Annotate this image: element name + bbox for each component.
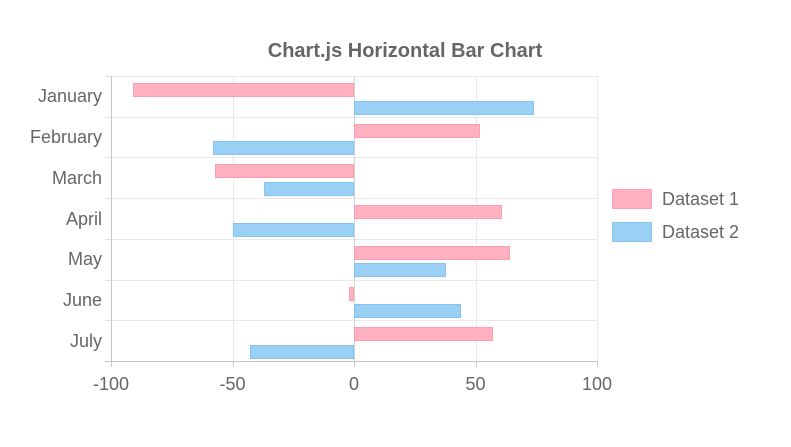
bar-dataset-1-february[interactable] [354, 123, 481, 138]
bar-dataset-2-january[interactable] [354, 100, 534, 115]
y-axis-tick [105, 279, 111, 281]
y-tick-label-january: January [37, 86, 102, 107]
legend-swatch-dataset-1 [612, 189, 652, 209]
bar-dataset-2-february[interactable] [213, 141, 354, 156]
y-axis-tick [105, 320, 111, 322]
bar-dataset-2-june[interactable] [354, 304, 461, 319]
gridline-vertical [597, 76, 598, 361]
x-axis-tick [232, 361, 234, 367]
y-tick-label-july: July [69, 330, 102, 351]
x-axis-tick [111, 361, 112, 367]
bar-dataset-1-july[interactable] [354, 327, 493, 342]
x-axis-line [105, 361, 597, 362]
y-axis-tick [105, 116, 111, 118]
x-axis-tick [475, 361, 477, 367]
legend-item-dataset-1[interactable]: Dataset 1 [612, 189, 739, 209]
bar-dataset-1-june[interactable] [349, 286, 354, 301]
y-axis-tick [105, 238, 111, 240]
legend-label-dataset-1: Dataset 1 [662, 189, 740, 209]
x-tick-label: -50 [219, 374, 246, 394]
y-axis-tick [105, 76, 111, 77]
x-axis-tick [354, 361, 355, 367]
legend-swatch-dataset-2 [612, 222, 652, 242]
legend-item-dataset-2[interactable]: Dataset 2 [612, 222, 739, 242]
legend: Dataset 1 Dataset 2 [612, 189, 739, 242]
y-axis-line [111, 76, 112, 361]
y-tick-label-march: March [51, 167, 102, 188]
bar-dataset-1-april[interactable] [354, 205, 503, 220]
x-axis-tick [597, 361, 598, 367]
bar-dataset-2-march[interactable] [264, 181, 354, 196]
legend-label-dataset-2: Dataset 2 [662, 222, 740, 242]
bar-dataset-1-march[interactable] [215, 164, 354, 179]
bar-dataset-1-january[interactable] [132, 83, 354, 97]
y-axis-tick [105, 198, 111, 200]
y-tick-label-april: April [65, 208, 102, 229]
y-axis-tick [105, 157, 111, 159]
y-tick-label-may: May [67, 249, 102, 270]
y-tick-label-june: June [62, 289, 102, 310]
bar-dataset-2-may[interactable] [354, 263, 447, 278]
x-tick-label: 100 [581, 374, 613, 394]
bar-dataset-2-july[interactable] [249, 344, 354, 359]
y-tick-label-february: February [29, 127, 102, 148]
gridline-vertical [232, 76, 234, 361]
x-tick-label: 0 [348, 374, 359, 394]
chart-title: Chart.js Horizontal Bar Chart [267, 40, 543, 62]
x-tick-label: -100 [92, 374, 130, 394]
bar-dataset-1-may[interactable] [354, 245, 510, 260]
x-tick-label: 50 [465, 374, 486, 394]
bar-dataset-2-april[interactable] [232, 222, 354, 237]
